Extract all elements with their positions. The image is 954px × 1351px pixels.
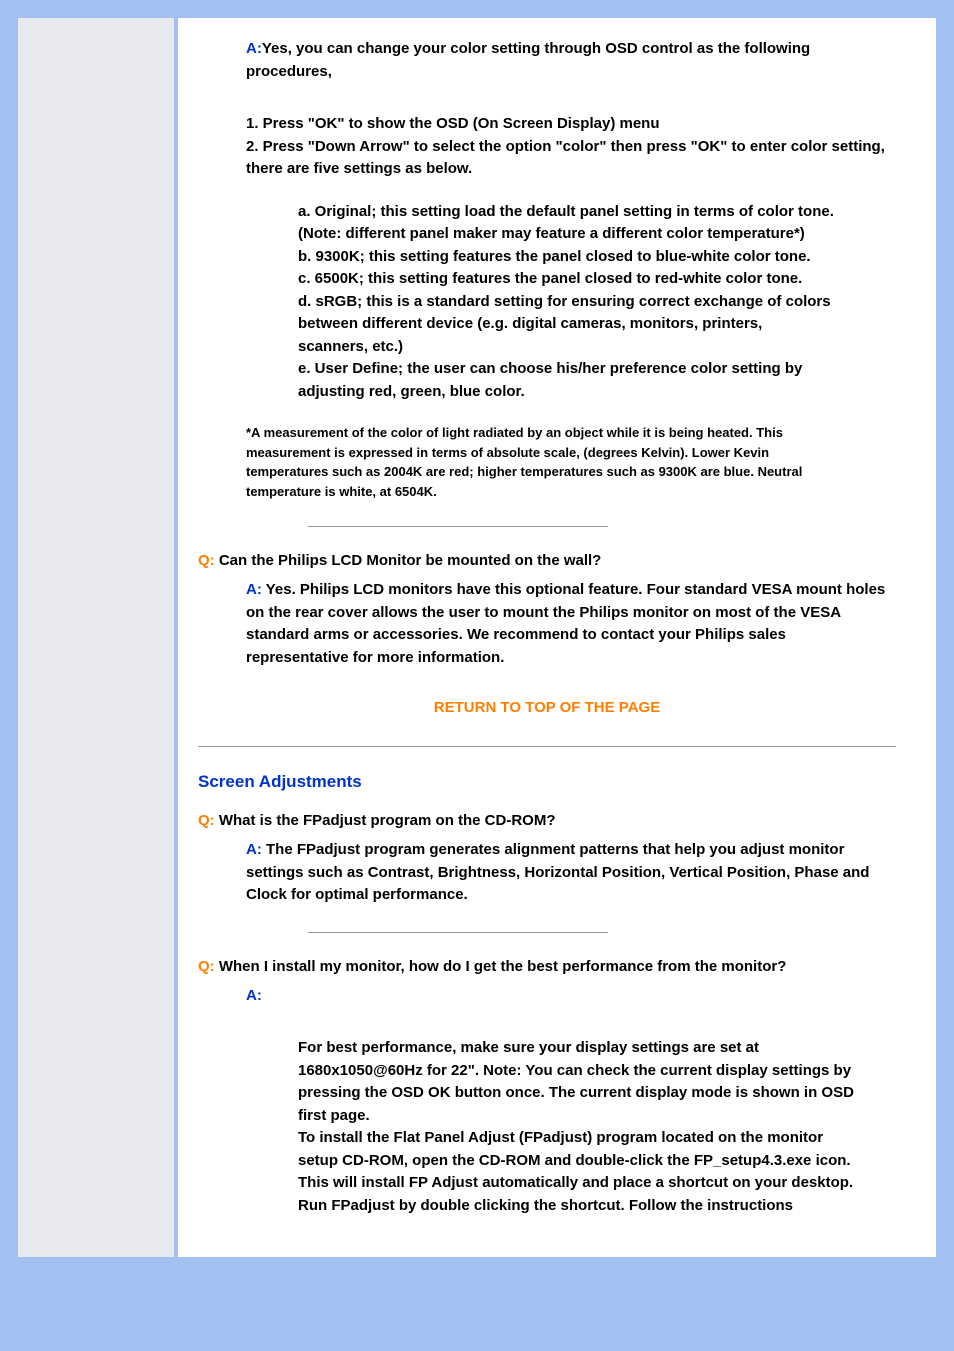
section-screen-adjustments: Screen Adjustments [198,772,896,792]
q4-question: Q: When I install my monitor, how do I g… [198,958,896,975]
q2-q-text: Can the Philips LCD Monitor be mounted o… [215,552,602,569]
q1-step2: 2. Press "Down Arrow" to select the opti… [246,136,886,181]
divider-2 [308,932,608,933]
q4-a-label: A: [246,987,262,1004]
return-to-top-link[interactable]: RETURN TO TOP OF THE PAGE [198,699,896,716]
q1-opt-d: d. sRGB; this is a standard setting for … [298,291,836,359]
q3-a-text: The FPadjust program generates alignment… [246,841,869,903]
section-divider [198,746,896,747]
q3-q-text: What is the FPadjust program on the CD-R… [215,812,556,829]
q4-q-text: When I install my monitor, how do I get … [215,958,787,975]
q1-a-label: A: [246,40,262,57]
q1-opt-e: e. User Define; the user can choose his/… [298,358,836,403]
q1-answer-intro: A:Yes, you can change your color setting… [246,38,886,83]
q2-answer: A: Yes. Philips LCD monitors have this o… [246,579,886,669]
q1-opt-a: a. Original; this setting load the defau… [298,201,836,246]
q3-question: Q: What is the FPadjust program on the C… [198,812,896,829]
q1-step1: 1. Press "OK" to show the OSD (On Screen… [246,113,886,136]
q3-answer: A: The FPadjust program generates alignm… [246,839,886,907]
q3-q-label: Q: [198,812,215,829]
q4-q-label: Q: [198,958,215,975]
q4-p1: For best performance, make sure your dis… [298,1037,866,1127]
q1-steps: 1. Press "OK" to show the OSD (On Screen… [246,113,886,181]
q3-a-label: A: [246,841,262,858]
q2-a-label: A: [246,581,262,598]
q1-options: a. Original; this setting load the defau… [298,201,836,404]
q1-a-intro-text: Yes, you can change your color setting t… [246,40,810,80]
q4-p2: To install the Flat Panel Adjust (FPadju… [298,1127,866,1195]
q2-question: Q: Can the Philips LCD Monitor be mounte… [198,552,896,569]
q4-p3: Run FPadjust by double clicking the shor… [298,1195,866,1218]
q1-footnote: *A measurement of the color of light rad… [246,423,836,501]
q1-opt-b: b. 9300K; this setting features the pane… [298,246,836,269]
q2-a-text: Yes. Philips LCD monitors have this opti… [246,581,885,666]
q4-answer-label: A: [246,985,886,1008]
main-content: A:Yes, you can change your color setting… [178,18,936,1257]
q4-answer-body: For best performance, make sure your dis… [298,1037,866,1217]
page-container: A:Yes, you can change your color setting… [18,18,936,1257]
q2-q-label: Q: [198,552,215,569]
divider-1 [308,526,608,527]
left-gutter [18,18,178,1257]
q1-opt-c: c. 6500K; this setting features the pane… [298,268,836,291]
